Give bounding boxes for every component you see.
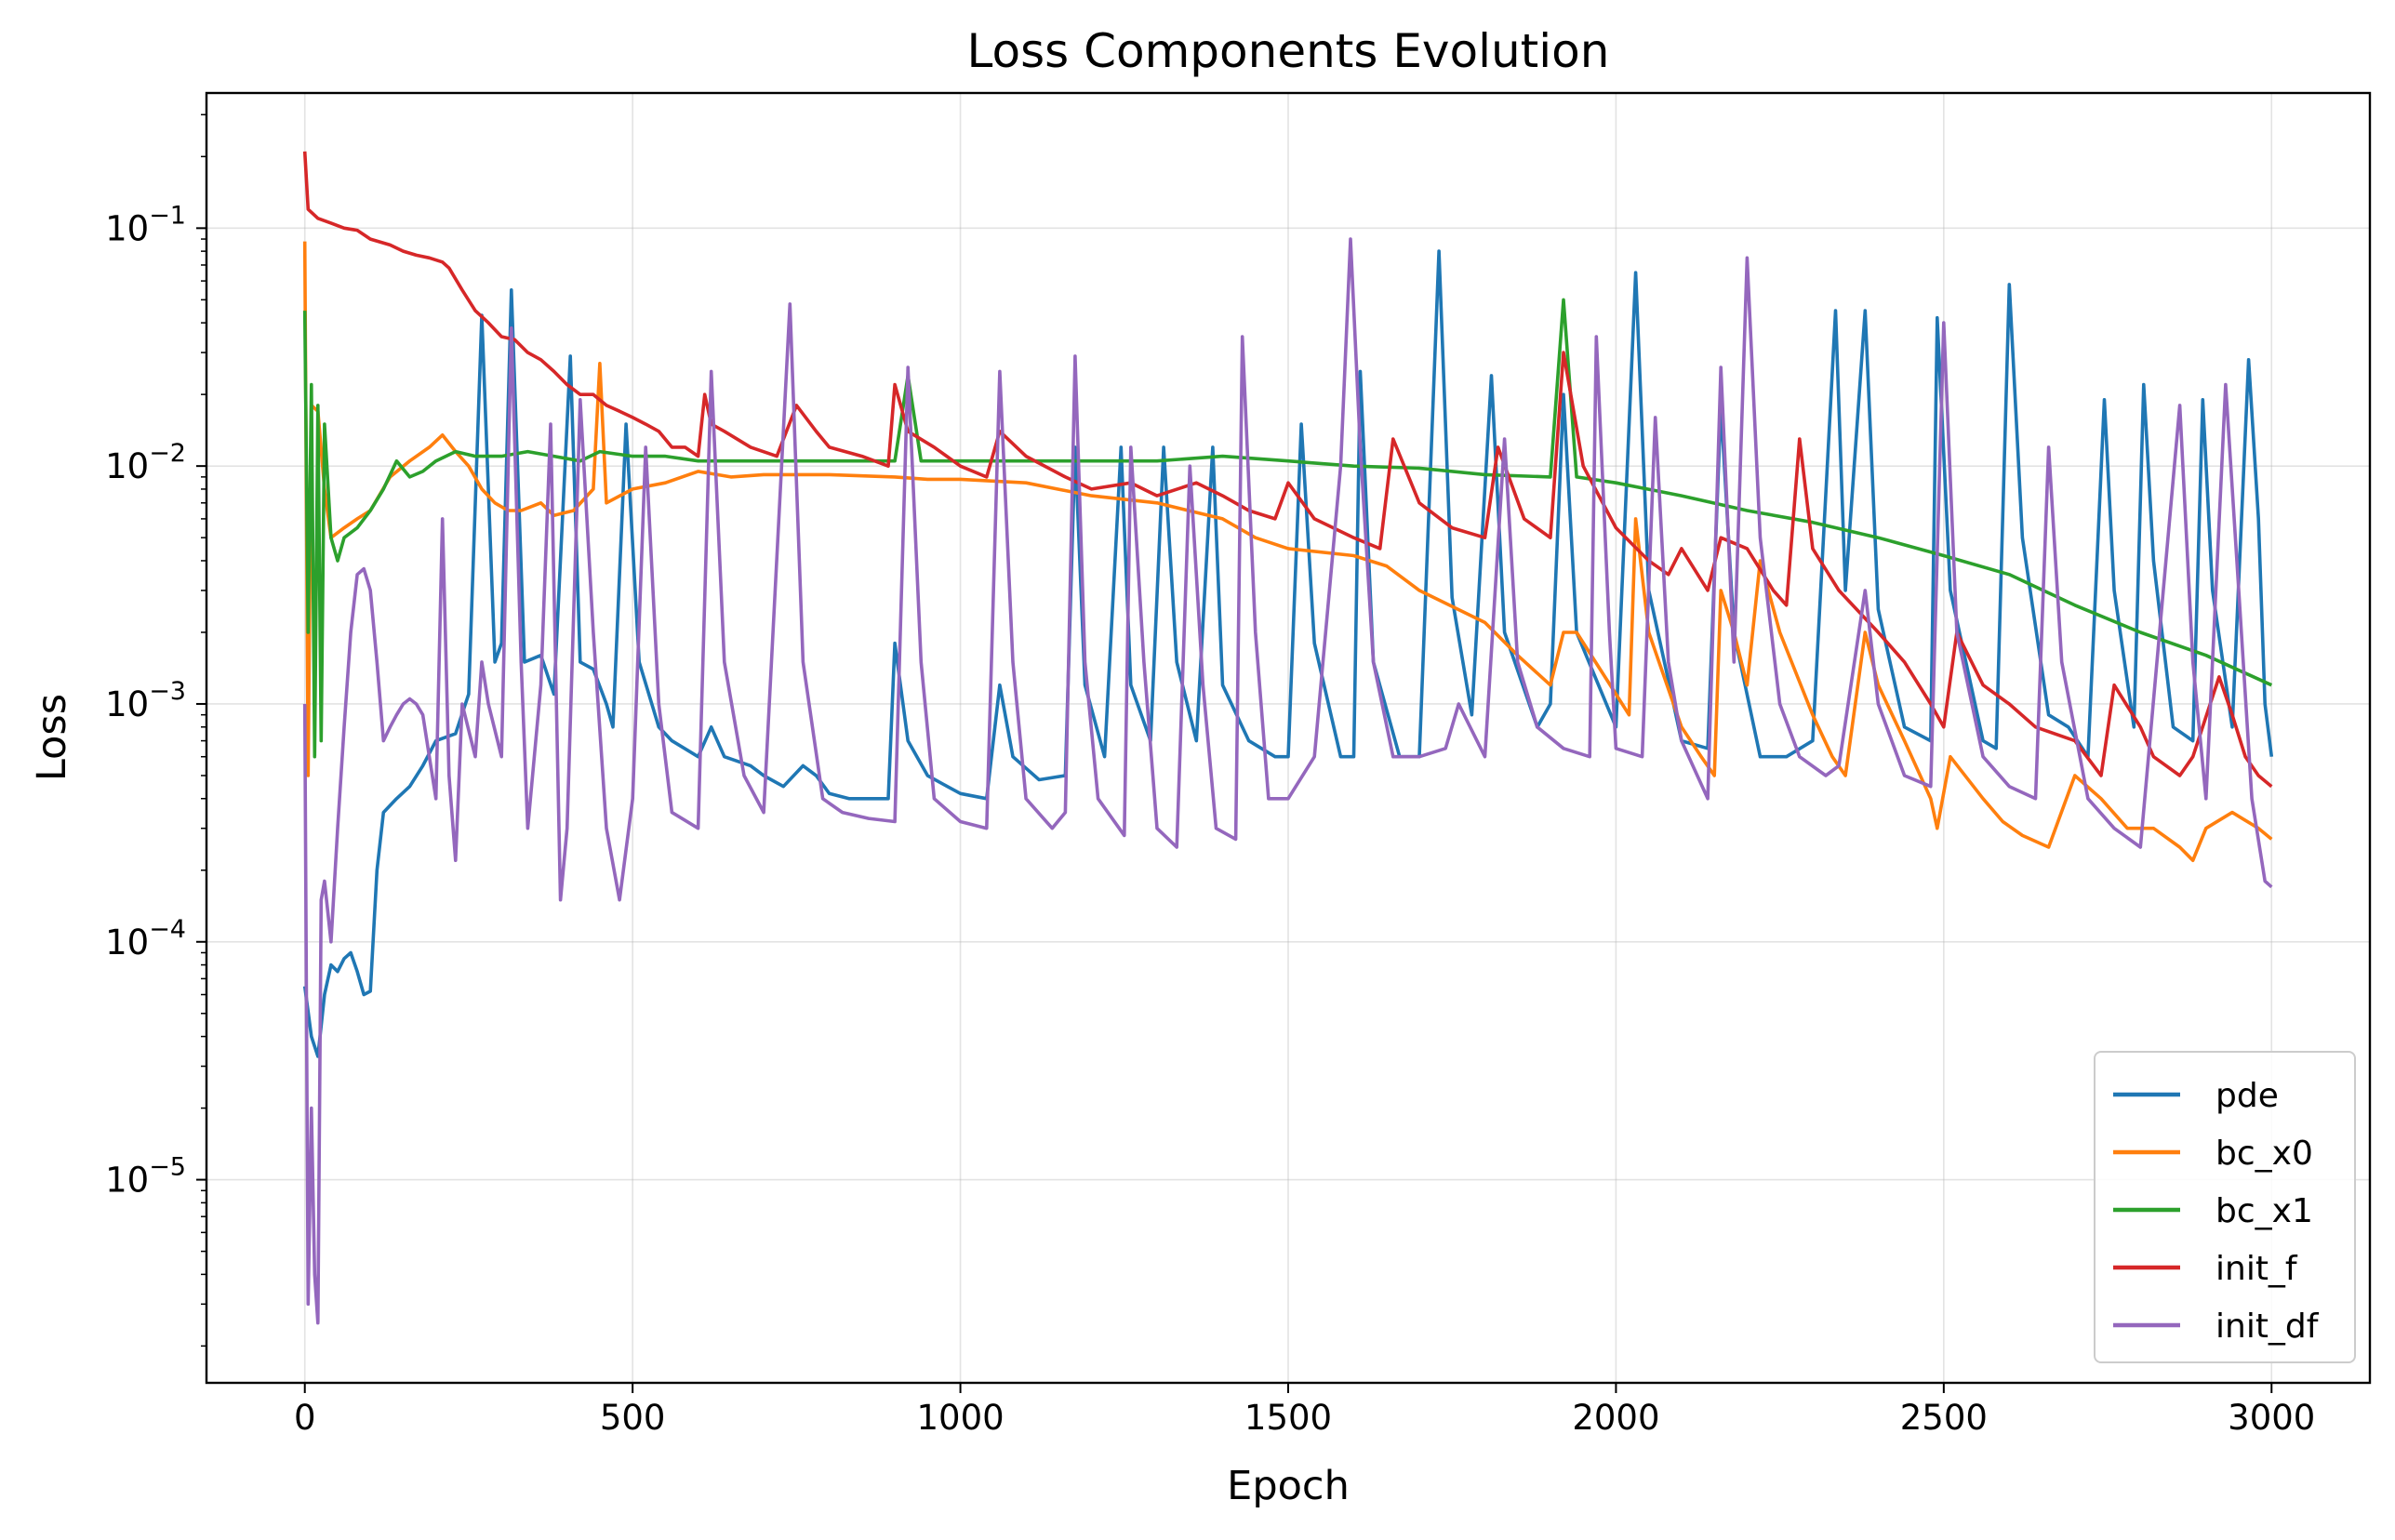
- series-line-pde: [302, 249, 2274, 1058]
- y-tick-exponent: −3: [149, 677, 186, 706]
- y-tick-base: 10: [105, 208, 149, 248]
- x-tick-label: 2000: [1572, 1398, 1659, 1438]
- y-axis-label: Loss: [29, 694, 75, 781]
- y-tick-base: 10: [105, 684, 149, 724]
- y-tick-exponent: −5: [149, 1153, 186, 1182]
- y-tick-exponent: −1: [149, 201, 186, 230]
- legend-box: [2094, 1051, 2356, 1363]
- y-tick-label: 10−3: [105, 677, 186, 724]
- y-tick-base: 10: [105, 1161, 149, 1201]
- y-tick-label: 10−5: [105, 1153, 186, 1201]
- series-line-bc-x1: [302, 298, 2273, 759]
- x-tick-label: 500: [600, 1398, 666, 1438]
- y-tick-base: 10: [105, 446, 149, 486]
- y-tick-exponent: −4: [149, 915, 186, 944]
- x-tick-label: 0: [294, 1398, 316, 1438]
- series-line-bc-x0: [302, 241, 2273, 862]
- ticks: 0 500 1000 1500 2000 2500 300010−110−210−310−4…: [105, 113, 2315, 1438]
- x-tick-label: 2500: [1900, 1398, 1988, 1438]
- y-tick-label: 10−1: [105, 201, 186, 248]
- y-tick-exponent: −2: [149, 439, 186, 468]
- series-lines: [302, 151, 2274, 1325]
- x-tick-label: 1500: [1244, 1398, 1332, 1438]
- legend-label-init-df: init_df: [2215, 1308, 2320, 1346]
- legend-label-bc-x1: bc_x1: [2215, 1192, 2313, 1230]
- y-tick-base: 10: [105, 923, 149, 962]
- series-line-init-df: [302, 237, 2273, 1325]
- x-tick-label: 1000: [916, 1398, 1004, 1438]
- legend: pde bc_x0 bc_x1 init_f init_df: [2094, 1051, 2356, 1363]
- legend-label-bc-x0: bc_x0: [2215, 1135, 2313, 1173]
- legend-label-init-f: init_f: [2215, 1250, 2298, 1288]
- x-tick-label: 3000: [2228, 1398, 2315, 1438]
- legend-label-pde: pde: [2215, 1077, 2279, 1115]
- y-tick-label: 10−2: [105, 439, 186, 486]
- x-axis-label: Epoch: [1227, 1463, 1350, 1509]
- chart-title: Loss Components Evolution: [967, 24, 1610, 78]
- y-tick-label: 10−4: [105, 915, 186, 962]
